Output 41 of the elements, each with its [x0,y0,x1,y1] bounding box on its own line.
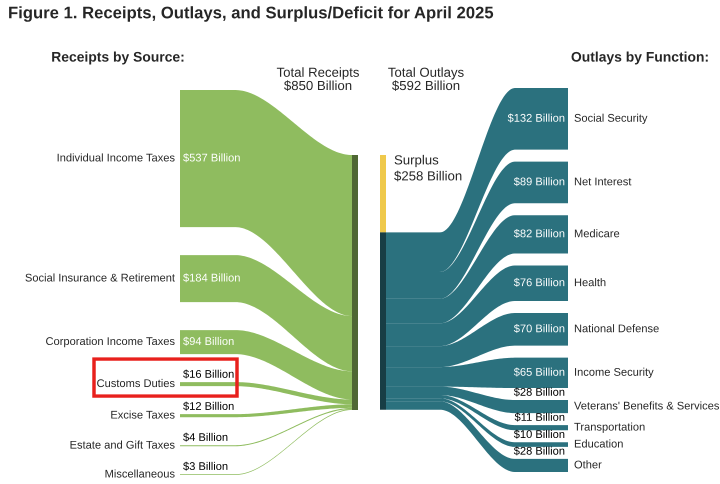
category-label: Individual Income Taxes [58,153,175,162]
data-label: $184 Billion [183,273,240,282]
data-label: $537 Billion [183,153,240,162]
data-label: $82 Billion [514,229,564,238]
data-label: $28 Billion [514,388,564,397]
data-label: $28 Billion [514,446,564,456]
data-label: $16 Billion [183,370,234,379]
data-label: $94 Billion [183,336,234,346]
data-label: $70 Billion [514,324,564,333]
category-label: Customs Duties [97,378,175,388]
category-label: Social Security [574,114,648,124]
text: Total Outlays $592 Billion [388,67,464,91]
data-label: $10 Billion [514,430,564,439]
series-label: Outlays by Function: [572,52,708,64]
series-label: Receipts by Source: [52,52,184,64]
category-label: Miscellaneous [106,469,175,478]
category-label: Excise Taxes [111,410,175,419]
data-label: $76 Billion [514,278,564,287]
category-label: Surplus [394,154,438,168]
text: Figure 1. Receipts, Outlays, and Surplus/Deficit for April 2025 [9,6,494,22]
data-label: $3 Billion [183,462,228,471]
data-label: $258 Billion [394,170,462,182]
category-label: Social Insurance & Retirement [25,273,175,282]
category-label: Income Security [575,368,654,378]
category-label: Corporation Income Taxes [46,336,175,348]
data-label: $65 Billion [514,368,564,377]
category-label: Estate and Gift Taxes [70,440,175,449]
data-label: $89 Billion [514,177,564,186]
category-label: Education [574,439,623,448]
data-label: $11 Billion [514,412,564,422]
text: Total Receipts $850 Billion [276,67,359,91]
category-label: Medicare [574,229,620,238]
data-label: $12 Billion [183,402,234,411]
data-label: $132 Billion [508,113,564,122]
category-label: Health [574,278,606,286]
category-label: Other [574,460,602,468]
category-label: Veterans' Benefits & Services [574,401,720,410]
category-label: National Defense [574,324,659,332]
data-label: $4 Billion [183,432,228,442]
category-label: Net Interest [574,178,632,186]
category-label: Transportation [574,422,645,433]
